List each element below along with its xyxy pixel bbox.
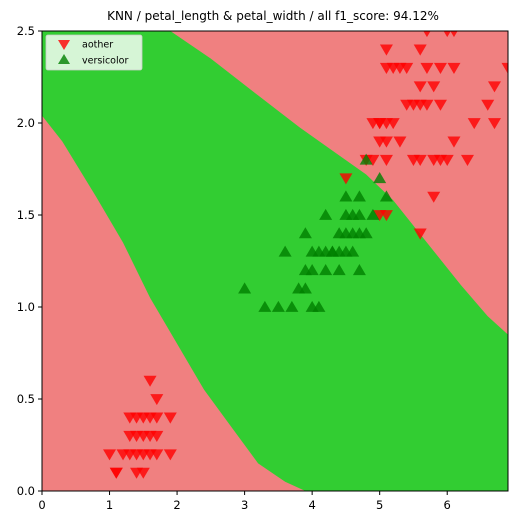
- point-versicolor-8: [298, 227, 312, 239]
- point-aother-53: [427, 191, 441, 203]
- point-aother-71: [366, 118, 380, 130]
- x-tick-label-3: 3: [241, 498, 248, 512]
- point-aother-23: [136, 430, 150, 442]
- x-tick-label-5: 5: [376, 498, 383, 512]
- point-versicolor-24: [346, 245, 360, 257]
- point-aother-25: [339, 173, 353, 185]
- point-aother-21: [130, 412, 144, 424]
- point-versicolor-14: [319, 264, 333, 276]
- point-versicolor-34: [373, 172, 387, 184]
- point-aother-66: [487, 81, 501, 93]
- point-versicolor-6: [298, 282, 312, 294]
- point-aother-17: [150, 412, 164, 424]
- y-tick-label-2.5: 2.5: [17, 24, 35, 38]
- point-aother-39: [393, 136, 407, 148]
- point-versicolor-3: [278, 245, 292, 257]
- point-versicolor-35: [379, 190, 393, 202]
- point-aother-67: [501, 62, 508, 74]
- point-versicolor-30: [352, 190, 366, 202]
- point-aother-59: [443, 31, 451, 38]
- y-tick-label-1.5: 1.5: [17, 208, 35, 222]
- series-versicolor: [238, 153, 393, 312]
- point-aother-61: [447, 62, 461, 74]
- region-versicolor: [42, 31, 508, 491]
- point-versicolor-29: [352, 208, 366, 220]
- legend: aother versicolor: [45, 34, 143, 71]
- point-aother-36: [379, 44, 393, 56]
- legend-marker-versicolor: [58, 54, 70, 64]
- plot-frame: [41, 30, 509, 492]
- point-versicolor-2: [271, 300, 285, 312]
- point-versicolor-12: [312, 300, 326, 312]
- x-tick-label-4: 4: [308, 498, 315, 512]
- point-versicolor-36: [339, 227, 353, 239]
- chart-title: KNN / petal_length & petal_width / all f…: [107, 9, 439, 23]
- point-aother-15: [150, 449, 164, 461]
- point-aother-19: [163, 449, 177, 461]
- x-tick-label-0: 0: [38, 498, 45, 512]
- point-aother-62: [450, 31, 458, 38]
- x-axis: 0 1 2 3 4 5 6: [38, 491, 451, 512]
- point-aother-42: [400, 62, 414, 74]
- point-aother-68: [467, 118, 481, 130]
- point-aother-56: [433, 99, 447, 111]
- point-aother-20: [163, 412, 177, 424]
- point-aother-64: [481, 99, 495, 111]
- y-tick-label-0.5: 0.5: [17, 392, 35, 406]
- point-versicolor-1: [258, 300, 272, 312]
- series-aother: [103, 31, 508, 479]
- legend-label-aother: aother: [82, 40, 113, 51]
- point-aother-27: [366, 154, 380, 166]
- x-tick-label-6: 6: [444, 498, 451, 512]
- point-aother-24: [109, 467, 123, 479]
- point-aother-63: [460, 154, 474, 166]
- point-aother-14: [143, 375, 157, 387]
- point-aother-32: [379, 154, 393, 166]
- legend-box: [45, 34, 143, 71]
- point-aother-31: [379, 210, 393, 222]
- point-aother-0: [103, 449, 117, 461]
- point-aother-50: [420, 99, 434, 111]
- point-aother-69: [433, 154, 447, 166]
- point-aother-49: [413, 44, 427, 56]
- point-aother-33: [379, 136, 393, 148]
- point-versicolor-18: [332, 264, 346, 276]
- point-aother-9: [136, 467, 150, 479]
- point-versicolor-10: [305, 264, 319, 276]
- point-aother-46: [413, 154, 427, 166]
- point-aother-55: [427, 81, 441, 93]
- legend-marker-aother: [58, 40, 70, 50]
- y-tick-label-0.0: 0.0: [17, 484, 35, 498]
- point-aother-45: [413, 228, 427, 240]
- y-tick-label-2.0: 2.0: [17, 116, 35, 130]
- point-aother-51: [420, 62, 434, 74]
- y-tick-label-1.0: 1.0: [17, 300, 35, 314]
- x-tick-label-2: 2: [173, 498, 180, 512]
- point-aother-48: [413, 81, 427, 93]
- point-aother-18: [150, 394, 164, 406]
- legend-label-versicolor: versicolor: [82, 56, 128, 67]
- point-versicolor-31: [359, 227, 373, 239]
- point-aother-52: [423, 31, 431, 38]
- point-versicolor-33: [366, 208, 380, 220]
- point-versicolor-27: [352, 264, 366, 276]
- point-versicolor-16: [319, 208, 333, 220]
- point-versicolor-0: [238, 282, 252, 294]
- point-versicolor-4: [285, 300, 299, 312]
- y-axis: 0.0 0.5 1.0 1.5 2.0 2.5: [17, 24, 42, 498]
- x-tick-label-1: 1: [106, 498, 113, 512]
- point-aother-65: [487, 118, 501, 130]
- point-versicolor-23: [339, 190, 353, 202]
- point-versicolor-32: [359, 153, 373, 165]
- point-aother-57: [433, 62, 447, 74]
- point-aother-37: [386, 118, 400, 130]
- point-versicolor-37: [325, 245, 339, 257]
- plot-area: [41, 30, 509, 492]
- point-aother-60: [447, 136, 461, 148]
